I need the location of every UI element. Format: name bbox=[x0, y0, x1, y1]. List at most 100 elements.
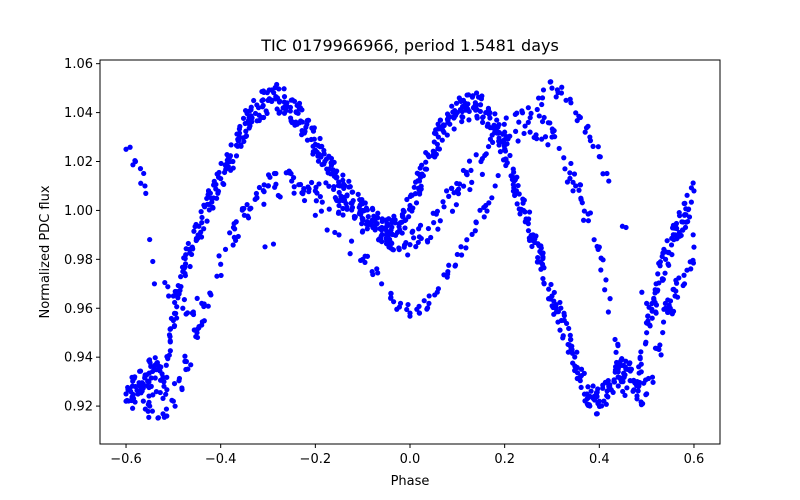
data-point bbox=[233, 219, 239, 225]
data-point bbox=[636, 370, 642, 376]
data-point bbox=[669, 235, 675, 241]
data-point bbox=[547, 79, 553, 85]
data-point bbox=[684, 267, 690, 273]
data-point bbox=[481, 214, 487, 220]
data-point bbox=[247, 206, 253, 212]
data-point bbox=[198, 229, 204, 235]
data-point bbox=[596, 244, 602, 250]
data-point bbox=[194, 295, 200, 301]
y-tick-label: 0.94 bbox=[64, 351, 93, 366]
data-point bbox=[336, 232, 342, 238]
y-axis-label: Normalized PDC flux bbox=[38, 185, 53, 318]
data-point bbox=[291, 190, 297, 196]
data-point bbox=[600, 257, 606, 263]
data-point bbox=[335, 182, 342, 189]
data-point bbox=[204, 218, 210, 224]
data-point bbox=[417, 191, 423, 197]
data-point bbox=[396, 224, 402, 230]
data-point bbox=[469, 231, 475, 237]
data-point bbox=[569, 343, 575, 349]
data-point bbox=[564, 179, 571, 185]
data-point bbox=[681, 281, 688, 287]
data-point bbox=[627, 378, 633, 384]
data-point bbox=[503, 115, 509, 121]
data-point bbox=[324, 166, 330, 172]
data-point bbox=[362, 207, 368, 213]
data-point bbox=[403, 240, 409, 246]
data-point bbox=[473, 220, 479, 226]
data-point bbox=[237, 123, 243, 130]
data-point bbox=[612, 336, 618, 343]
data-point bbox=[242, 120, 248, 127]
data-point bbox=[576, 187, 582, 193]
data-point bbox=[204, 195, 210, 202]
data-point bbox=[182, 261, 189, 267]
data-point bbox=[379, 281, 385, 287]
data-point bbox=[171, 380, 178, 387]
data-point bbox=[334, 168, 340, 174]
data-point bbox=[664, 238, 670, 244]
data-point bbox=[184, 310, 191, 316]
data-point bbox=[436, 124, 442, 130]
data-point bbox=[150, 258, 156, 265]
data-point bbox=[317, 144, 323, 150]
y-tick-label: 0.96 bbox=[64, 302, 93, 317]
data-point bbox=[222, 246, 229, 252]
data-point bbox=[260, 97, 266, 103]
data-point bbox=[407, 310, 413, 316]
data-point bbox=[433, 211, 439, 217]
data-point bbox=[347, 251, 353, 257]
data-point bbox=[624, 385, 630, 391]
data-point bbox=[181, 265, 187, 272]
data-point bbox=[605, 309, 611, 315]
data-point bbox=[549, 126, 555, 132]
x-tick-label: 0.4 bbox=[589, 452, 610, 467]
data-point bbox=[641, 380, 647, 386]
data-point bbox=[587, 210, 594, 216]
data-point bbox=[577, 114, 583, 121]
data-point bbox=[525, 105, 531, 111]
data-point bbox=[662, 270, 668, 276]
data-point bbox=[605, 377, 611, 384]
data-point bbox=[431, 220, 437, 226]
data-point bbox=[271, 90, 277, 96]
data-point bbox=[466, 117, 472, 123]
data-point bbox=[630, 388, 636, 394]
data-point bbox=[490, 139, 496, 146]
data-point bbox=[301, 130, 308, 136]
data-point bbox=[439, 137, 445, 143]
data-point bbox=[644, 391, 650, 397]
data-point bbox=[148, 383, 154, 389]
data-point bbox=[199, 214, 205, 221]
data-point bbox=[182, 353, 188, 359]
data-point bbox=[370, 271, 376, 278]
data-point bbox=[435, 286, 441, 292]
data-point bbox=[663, 249, 669, 255]
data-point bbox=[437, 218, 443, 224]
data-point bbox=[140, 398, 146, 404]
data-point bbox=[392, 220, 398, 226]
data-point bbox=[342, 182, 348, 189]
data-point bbox=[474, 107, 480, 113]
data-point bbox=[685, 207, 691, 213]
data-point bbox=[619, 356, 625, 362]
data-point bbox=[182, 272, 188, 279]
data-point bbox=[238, 143, 244, 149]
data-point bbox=[389, 224, 395, 230]
data-point bbox=[566, 325, 572, 332]
data-point bbox=[496, 142, 502, 148]
data-point bbox=[513, 128, 519, 134]
data-point bbox=[653, 302, 660, 308]
data-point bbox=[687, 259, 693, 265]
data-point bbox=[423, 166, 430, 172]
data-point bbox=[218, 160, 224, 167]
data-point bbox=[368, 219, 375, 225]
data-point bbox=[578, 384, 584, 391]
data-point bbox=[404, 196, 410, 203]
data-point bbox=[512, 111, 518, 118]
data-point bbox=[206, 188, 212, 195]
data-point bbox=[660, 319, 667, 325]
data-point bbox=[553, 309, 560, 315]
data-point bbox=[163, 362, 169, 368]
data-point bbox=[688, 199, 694, 205]
